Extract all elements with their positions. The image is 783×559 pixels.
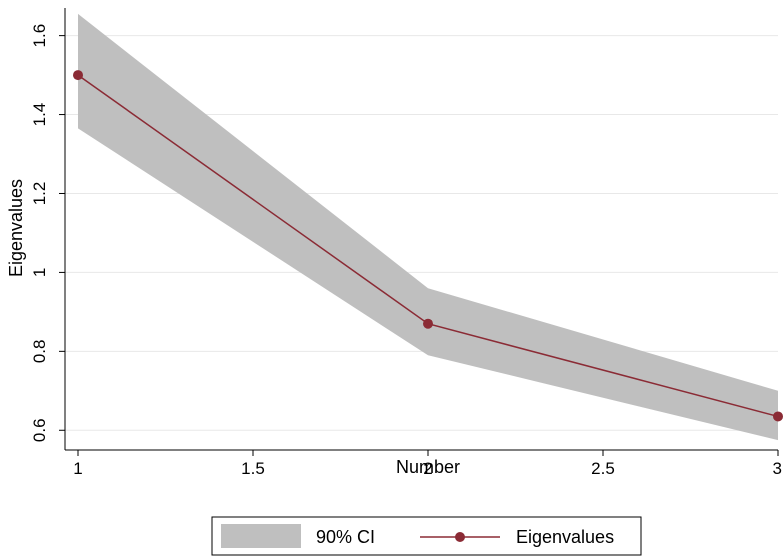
y-tick-label-2: 1 <box>30 268 49 277</box>
y-tick-label-0: 0.6 <box>30 418 49 442</box>
x-tick-label-2: 2 <box>423 459 432 478</box>
legend-label-eigenvalues: Eigenvalues <box>516 527 614 547</box>
y-tick-label-3: 1.2 <box>30 182 49 206</box>
x-tick-label-1: 1.5 <box>241 459 265 478</box>
y-tick-label-1: 0.8 <box>30 340 49 364</box>
legend: 90% CI Eigenvalues <box>211 516 642 556</box>
x-axis-label: Number <box>396 457 460 477</box>
series-layer <box>73 70 783 422</box>
data-point-0-2 <box>773 411 783 422</box>
legend-label-ci: 90% CI <box>316 527 375 547</box>
data-point-0-1 <box>423 318 433 329</box>
y-tick-label-5: 1.6 <box>30 24 49 48</box>
y-axis-label: Eigenvalues <box>6 179 26 277</box>
x-tick-label-4: 3 <box>773 459 782 478</box>
data-point-0-0 <box>73 70 83 81</box>
y-tick-label-4: 1.4 <box>30 103 49 127</box>
x-tick-label-3: 2.5 <box>591 459 615 478</box>
x-tick-label-0: 1 <box>73 459 82 478</box>
axes <box>64 8 778 451</box>
legend-swatch-ci <box>221 524 301 548</box>
ticks: 0.6 0.8 1 1.2 1.4 1.6 1 1.5 2 2.5 3 <box>30 24 782 478</box>
legend-swatch-marker <box>455 532 465 542</box>
